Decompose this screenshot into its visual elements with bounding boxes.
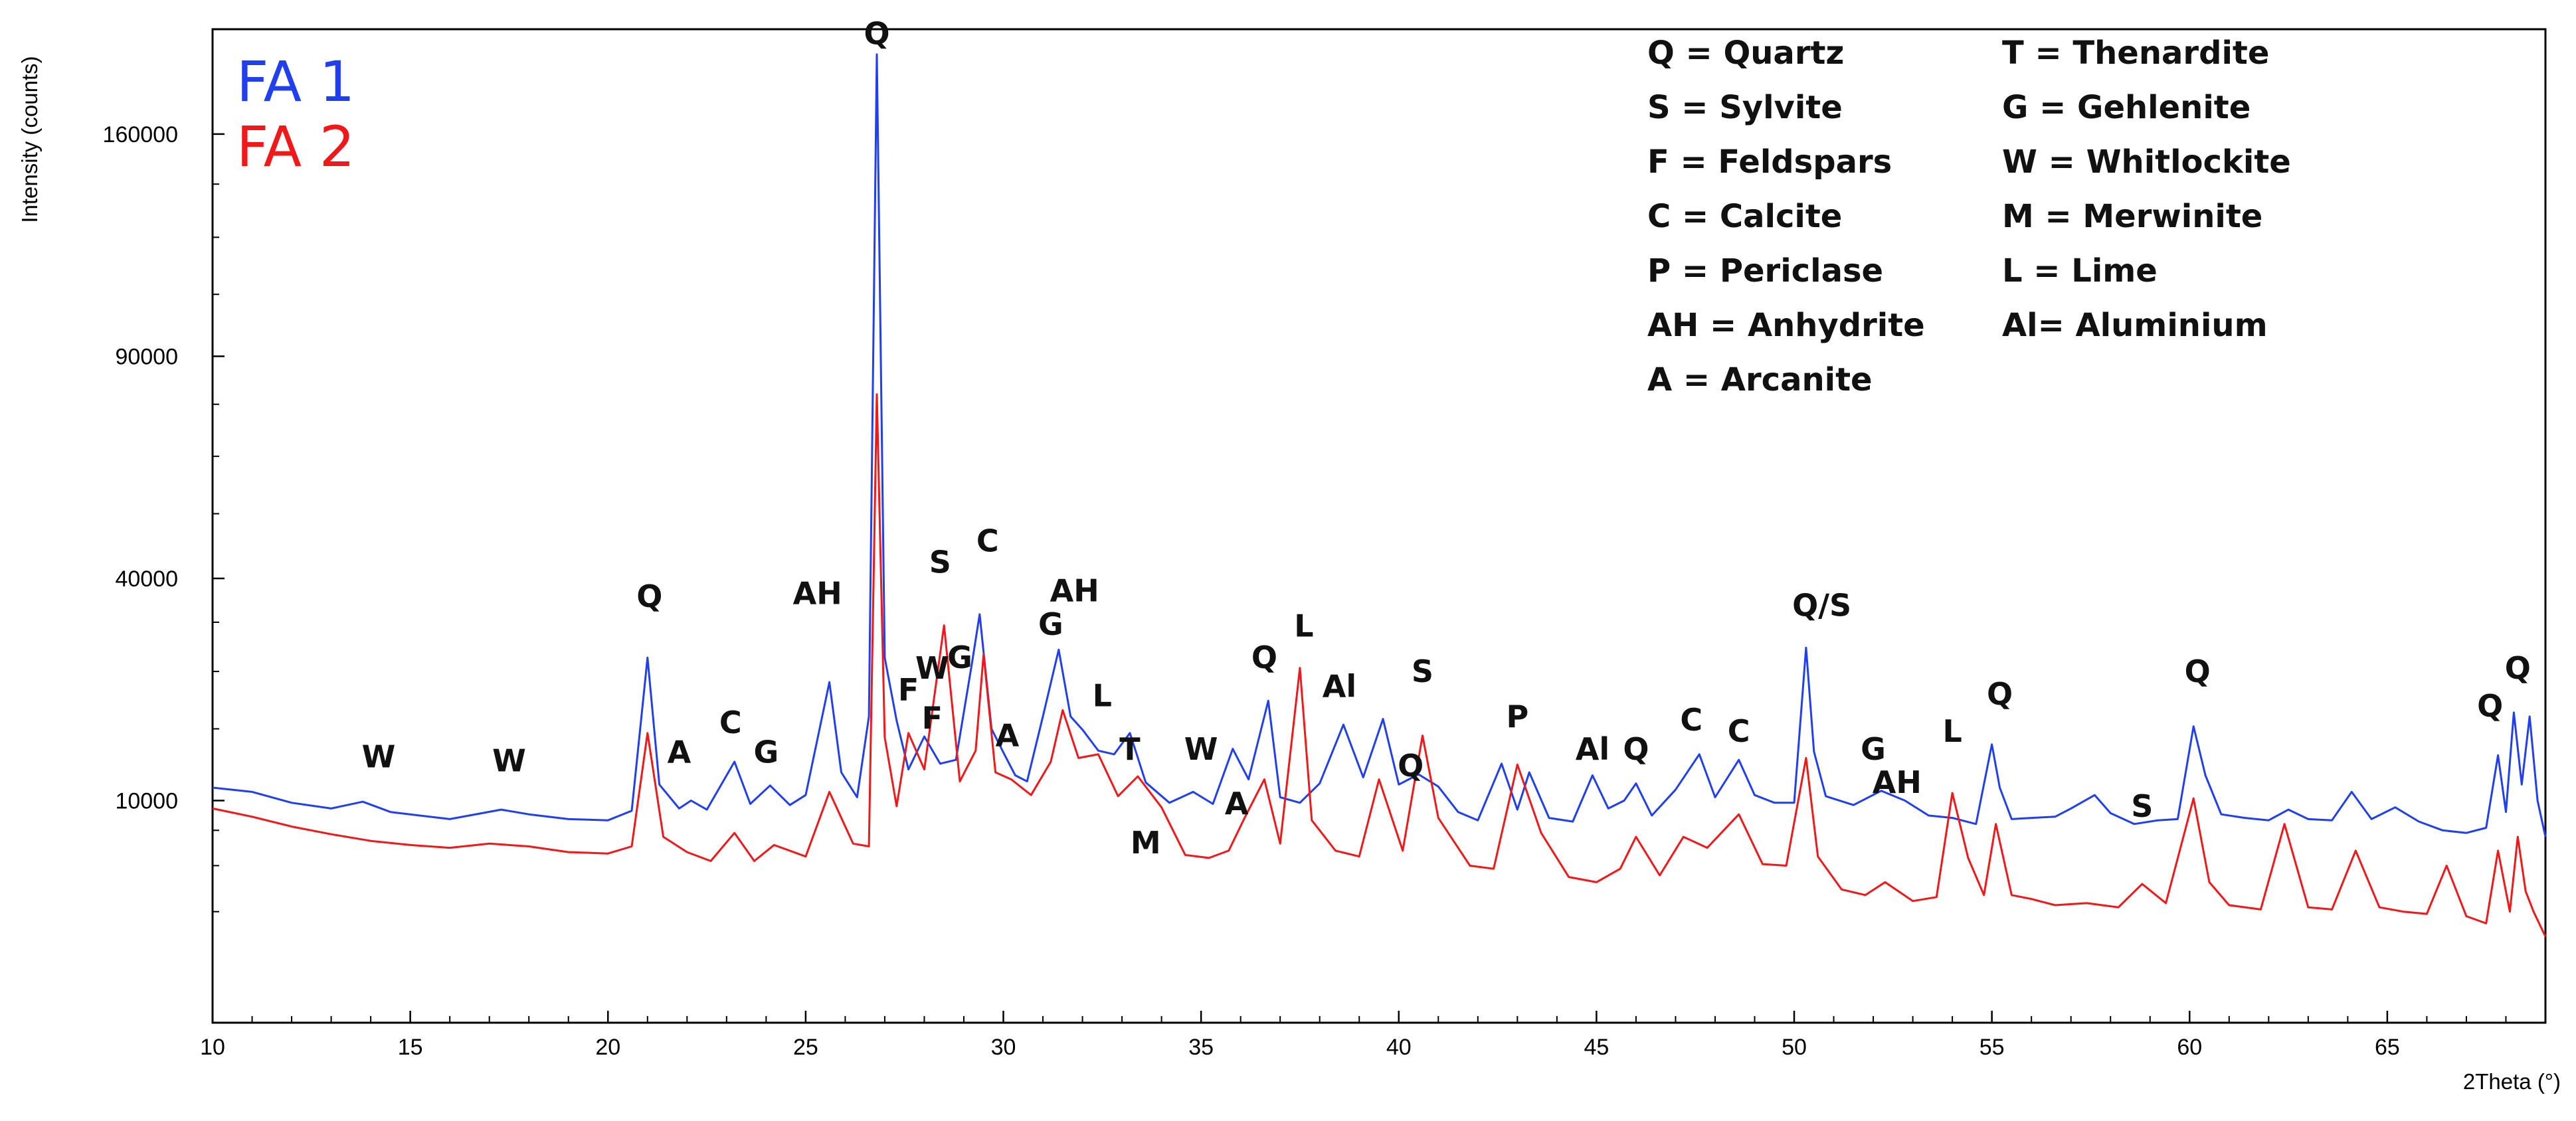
series-legend-entry: FA 1 — [236, 49, 355, 114]
peak-label: F — [898, 672, 919, 708]
peak-label: AH — [793, 576, 842, 612]
peak-label: G — [1861, 731, 1886, 767]
y-tick-label: 10000 — [115, 788, 178, 814]
peak-label: C — [719, 705, 742, 740]
peak-label: L — [1093, 677, 1112, 713]
x-tick-label: 50 — [1782, 1035, 1807, 1060]
x-tick-label: 35 — [1188, 1035, 1214, 1060]
phase-legend-entry: S = Sylvite — [1647, 89, 1843, 126]
peak-label: L — [1294, 608, 1313, 644]
peak-label: Q — [864, 16, 889, 52]
x-tick-label: 65 — [2375, 1035, 2400, 1060]
peak-label: Al — [1323, 669, 1356, 705]
peak-label: A — [668, 734, 691, 770]
peak-label: Q — [2505, 650, 2531, 686]
peak-label: W — [915, 650, 949, 686]
peak-label: Q — [2185, 653, 2211, 689]
x-tick-label: 45 — [1584, 1035, 1609, 1060]
y-tick-label: 40000 — [115, 566, 178, 592]
peak-label: F — [922, 700, 943, 736]
peak-label: AH — [1873, 764, 1922, 800]
phase-legend-entry: P = Periclase — [1647, 252, 1883, 290]
series-line-fa-2 — [212, 393, 2547, 938]
phase-legend-entry: G = Gehlenite — [2002, 89, 2251, 126]
x-tick-label: 25 — [793, 1035, 818, 1060]
x-tick-label: 60 — [2177, 1035, 2202, 1060]
plot-frame — [211, 28, 2547, 1024]
x-tick-label: 10 — [200, 1035, 225, 1060]
peak-label: G — [1038, 606, 1063, 642]
x-axis-title: 2Theta (°) — [2463, 1069, 2561, 1094]
peak-label: A — [996, 718, 1020, 754]
peak-label: C — [1728, 713, 1750, 749]
peak-label: Q — [1623, 731, 1649, 767]
phase-legend: Q = Quartz T = Thenardite S = Sylvite G = G… — [1647, 35, 2291, 398]
peak-label: Q — [636, 578, 662, 614]
phase-legend-entry: T = Thenardite — [2002, 35, 2269, 72]
x-tick-label: 30 — [991, 1035, 1016, 1060]
phase-legend-entry: C = Calcite — [1647, 198, 1842, 235]
peak-label: S — [2131, 788, 2153, 824]
peak-label: Q — [1987, 676, 2013, 712]
peak-label: W — [492, 743, 526, 779]
peak-label: S — [929, 545, 951, 580]
peak-label: P — [1506, 699, 1528, 734]
x-tick-label: 15 — [398, 1035, 423, 1060]
peak-label: Q — [2477, 688, 2503, 724]
peak-label: G — [753, 734, 779, 770]
peak-label: C — [1680, 702, 1702, 738]
peak-label: M — [1131, 825, 1161, 861]
peak-label: S — [1412, 653, 1433, 689]
series-legend: FA 1FA 2 — [236, 49, 355, 179]
peak-label: Al — [1576, 731, 1610, 767]
peak-label: Q/S — [1792, 588, 1851, 624]
x-tick-label: 55 — [1979, 1035, 2005, 1060]
peak-label: G — [947, 640, 972, 675]
phase-legend-entry: AH = Anhydrite — [1647, 307, 1925, 344]
series-layer — [212, 53, 2547, 938]
peak-label: L — [1942, 713, 1962, 749]
peak-label: W — [1184, 731, 1218, 767]
x-axis: 10 15 20 25 30 35 40 45 50 55 60 65 — [200, 1011, 2546, 1060]
phase-legend-entry: A = Arcanite — [1647, 361, 1873, 398]
peak-label: Q — [1251, 640, 1277, 675]
peak-label: W — [362, 739, 396, 775]
peak-label: Q — [1398, 748, 1424, 784]
phase-legend-entry: W = Whitlockite — [2002, 143, 2291, 181]
x-tick-label: 40 — [1386, 1035, 1412, 1060]
peak-label: AH — [1050, 572, 1099, 608]
series-legend-entry: FA 2 — [236, 114, 355, 179]
phase-legend-entry: L = Lime — [2002, 252, 2158, 290]
phase-legend-entry: Q = Quartz — [1647, 35, 1844, 72]
y-tick-label: 90000 — [115, 344, 178, 369]
y-axis: 10000 40000 90000 160000 — [103, 122, 225, 912]
phase-legend-entry: F = Feldspars — [1647, 143, 1892, 181]
peak-label: A — [1225, 786, 1249, 821]
x-tick-label: 20 — [595, 1035, 620, 1060]
peak-label: T — [1119, 731, 1141, 767]
phase-legend-entry: Al= Aluminium — [2002, 307, 2268, 344]
y-tick-label: 160000 — [103, 122, 178, 147]
y-axis-title: Intensity (counts) — [17, 56, 42, 222]
peak-label: C — [976, 523, 999, 559]
series-line-fa-1 — [212, 53, 2547, 837]
phase-legend-entry: M = Merwinite — [2002, 198, 2262, 235]
